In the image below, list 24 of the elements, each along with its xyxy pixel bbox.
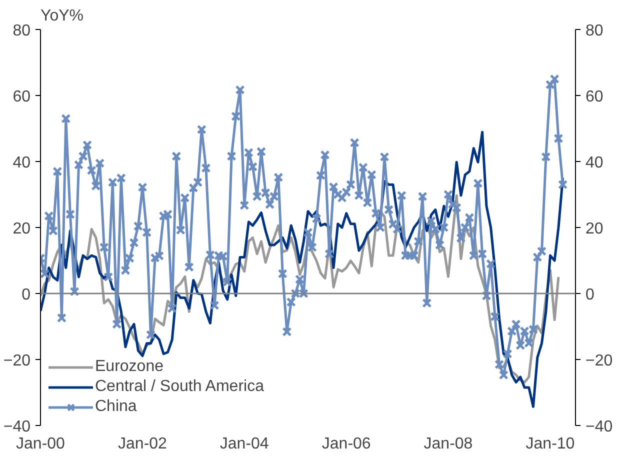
x-tick-label: Jan-08	[424, 436, 473, 452]
y2-tick-label: −20	[586, 352, 613, 370]
legend-label: Central / South America	[95, 378, 264, 396]
y-axis-title: YoY%	[40, 8, 84, 24]
y-tick-label: 40	[12, 154, 31, 172]
y2-tick-label: 0	[586, 286, 594, 304]
y-tick-label: 20	[12, 220, 31, 238]
x-tick-label: Jan-02	[118, 436, 168, 452]
x-tick-label: Jan-00	[16, 436, 66, 452]
y-tick-label: −20	[3, 352, 31, 370]
y2-tick-label: 80	[586, 22, 604, 40]
legend-label: Eurozone	[95, 358, 164, 376]
y-tick-label: −40	[3, 418, 31, 436]
x-tick-label: Jan-04	[220, 436, 269, 452]
y2-tick-label: 60	[586, 88, 604, 106]
y2-tick-label: −40	[586, 418, 613, 436]
legend-label: China	[95, 398, 137, 416]
y2-tick-label: 40	[586, 154, 604, 172]
y-tick-label: 80	[12, 22, 31, 40]
x-tick-label: Jan-06	[322, 436, 371, 452]
y-tick-label: 0	[22, 286, 31, 304]
x-tick-label: Jan-10	[526, 436, 575, 452]
y2-tick-label: 20	[586, 220, 604, 238]
y-tick-label: 60	[12, 88, 31, 106]
